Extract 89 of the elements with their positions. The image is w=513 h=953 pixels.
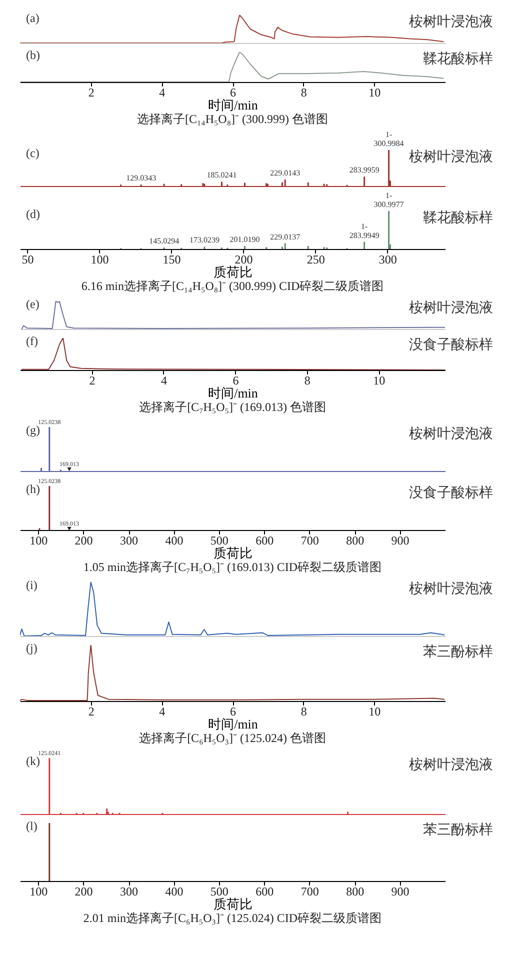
x-tick-label: 8 bbox=[300, 704, 307, 718]
annotation: (a) bbox=[26, 11, 40, 25]
annotation: (h) bbox=[26, 482, 40, 496]
x-tick-label: 700 bbox=[300, 884, 319, 898]
annotation: 300.9977 bbox=[374, 200, 404, 209]
x-tick-label: 900 bbox=[391, 534, 410, 548]
annotation: 桉树叶浸泡液 bbox=[409, 300, 493, 316]
text: 选择离子[C₆H₅O₃]⁻ (125.024) 色谱图 bbox=[139, 731, 326, 745]
x-tick-label: 2 bbox=[88, 86, 94, 100]
x-axis-title: 时间/min bbox=[208, 716, 258, 732]
annotation: 桉树叶浸泡液 bbox=[409, 581, 493, 597]
x-tick-label: 300 bbox=[120, 534, 138, 548]
annotation: 145.0294 bbox=[149, 236, 180, 246]
x-axis-title: 质荷比 bbox=[214, 264, 252, 280]
x-tick-label: 8 bbox=[300, 86, 307, 100]
text: 选择离子[C₇H₅O₅]⁻ (169.013) 色谱图 bbox=[139, 400, 326, 414]
x-tick-label: 10 bbox=[368, 704, 381, 718]
x-axis-title: 时间/min bbox=[208, 98, 258, 112]
annotation: (f) bbox=[26, 334, 38, 348]
x-tick-label: 200 bbox=[74, 884, 93, 898]
annotation: 桉树叶浸泡液 bbox=[409, 757, 493, 773]
x-tick-label: 10 bbox=[368, 86, 381, 100]
annotation: (k) bbox=[26, 754, 40, 768]
annotation: 桉树叶浸泡液 bbox=[409, 149, 493, 165]
annotation: 苯三酚标样 bbox=[423, 644, 493, 660]
x-tick-label: 500 bbox=[210, 534, 228, 548]
x-tick-label: 6 bbox=[232, 374, 239, 388]
x-tick-label: 6 bbox=[230, 704, 236, 718]
annotation: 1- bbox=[385, 191, 392, 200]
x-tick-label: 250 bbox=[306, 252, 325, 266]
x-axis-title: 质荷比 bbox=[214, 546, 252, 560]
annotation: 1- bbox=[360, 222, 368, 231]
x-tick-label: 50 bbox=[22, 252, 34, 266]
x-tick-label: 4 bbox=[159, 86, 166, 100]
x-tick-label: 2 bbox=[88, 704, 94, 718]
annotation: 185.0241 bbox=[206, 170, 237, 180]
text: 1.05 min选择离子[C₇H₅O₅]⁻ (169.013) CID碎裂二级质谱图 bbox=[83, 560, 382, 574]
x-tick-label: 200 bbox=[74, 534, 93, 548]
annotation: 1- bbox=[385, 130, 392, 139]
annotation: 没食子酸标样 bbox=[409, 337, 493, 353]
x-tick-label: 8 bbox=[304, 374, 310, 388]
x-tick-label: 100 bbox=[30, 534, 48, 548]
annotation: 鞣花酸标样 bbox=[423, 51, 493, 67]
annotation: 没食子酸标样 bbox=[409, 485, 493, 501]
annotation: 283.9959 bbox=[349, 166, 380, 175]
annotation: (l) bbox=[26, 819, 38, 833]
x-axis-title: 时间/min bbox=[208, 386, 258, 400]
annotation: (e) bbox=[26, 297, 40, 311]
text: 2.01 min选择离子[C₆H₅O₃]⁻ (125.024) CID碎裂二级质谱图 bbox=[83, 911, 382, 925]
x-tick-label: 100 bbox=[30, 884, 48, 898]
annotation: (j) bbox=[26, 641, 38, 655]
annotation: 129.0343 bbox=[126, 174, 156, 183]
x-tick-label: 2 bbox=[89, 374, 96, 388]
annotation: 桉树叶浸泡液 bbox=[409, 426, 493, 442]
x-tick-label: 6 bbox=[230, 86, 236, 100]
x-tick-label: 800 bbox=[346, 884, 364, 898]
annotation: 苯三酚标样 bbox=[423, 822, 493, 838]
annotation: 229.0137 bbox=[270, 232, 300, 242]
annotation: 173.0239 bbox=[189, 236, 220, 245]
x-tick-label: 4 bbox=[159, 704, 166, 718]
x-tick-label: 100 bbox=[90, 252, 109, 266]
x-tick-label: 600 bbox=[256, 534, 274, 548]
annotation: 鞣花酸标样 bbox=[423, 210, 493, 226]
x-tick-label: 800 bbox=[346, 534, 364, 548]
x-tick-label: 10 bbox=[373, 374, 386, 388]
x-tick-label: 500 bbox=[210, 884, 228, 898]
annotation: (c) bbox=[26, 146, 40, 160]
annotation: 201.0190 bbox=[230, 234, 260, 244]
x-tick-label: 300 bbox=[120, 884, 138, 898]
x-tick-label: 900 bbox=[391, 884, 410, 898]
annotation: (g) bbox=[26, 423, 40, 437]
annotation: (d) bbox=[26, 207, 40, 221]
annotation: (b) bbox=[26, 48, 40, 62]
text: 6.16 min选择离子[C₁₄H₅O₈]⁻ (300.999) CID碎裂二级质谱图 bbox=[81, 279, 384, 293]
x-tick-label: 700 bbox=[300, 534, 319, 548]
x-tick-label: 150 bbox=[162, 252, 181, 266]
annotation: 229.0143 bbox=[270, 168, 300, 178]
annotation: 300.9984 bbox=[374, 139, 404, 148]
x-tick-label: 400 bbox=[165, 884, 184, 898]
annotation: 桉树叶浸泡液 bbox=[409, 14, 493, 30]
x-axis-title: 质荷比 bbox=[214, 896, 252, 912]
text: 选择离子[C₁₄H₅O₈]⁻ (300.999) 色谱图 bbox=[136, 112, 328, 126]
x-tick-label: 300 bbox=[378, 252, 397, 266]
annotation: 283.9949 bbox=[349, 230, 380, 240]
x-tick-label: 400 bbox=[165, 534, 184, 548]
x-tick-label: 600 bbox=[256, 884, 274, 898]
x-tick-label: 4 bbox=[160, 374, 167, 388]
annotation: (i) bbox=[26, 578, 38, 592]
x-tick-label: 200 bbox=[234, 252, 253, 266]
